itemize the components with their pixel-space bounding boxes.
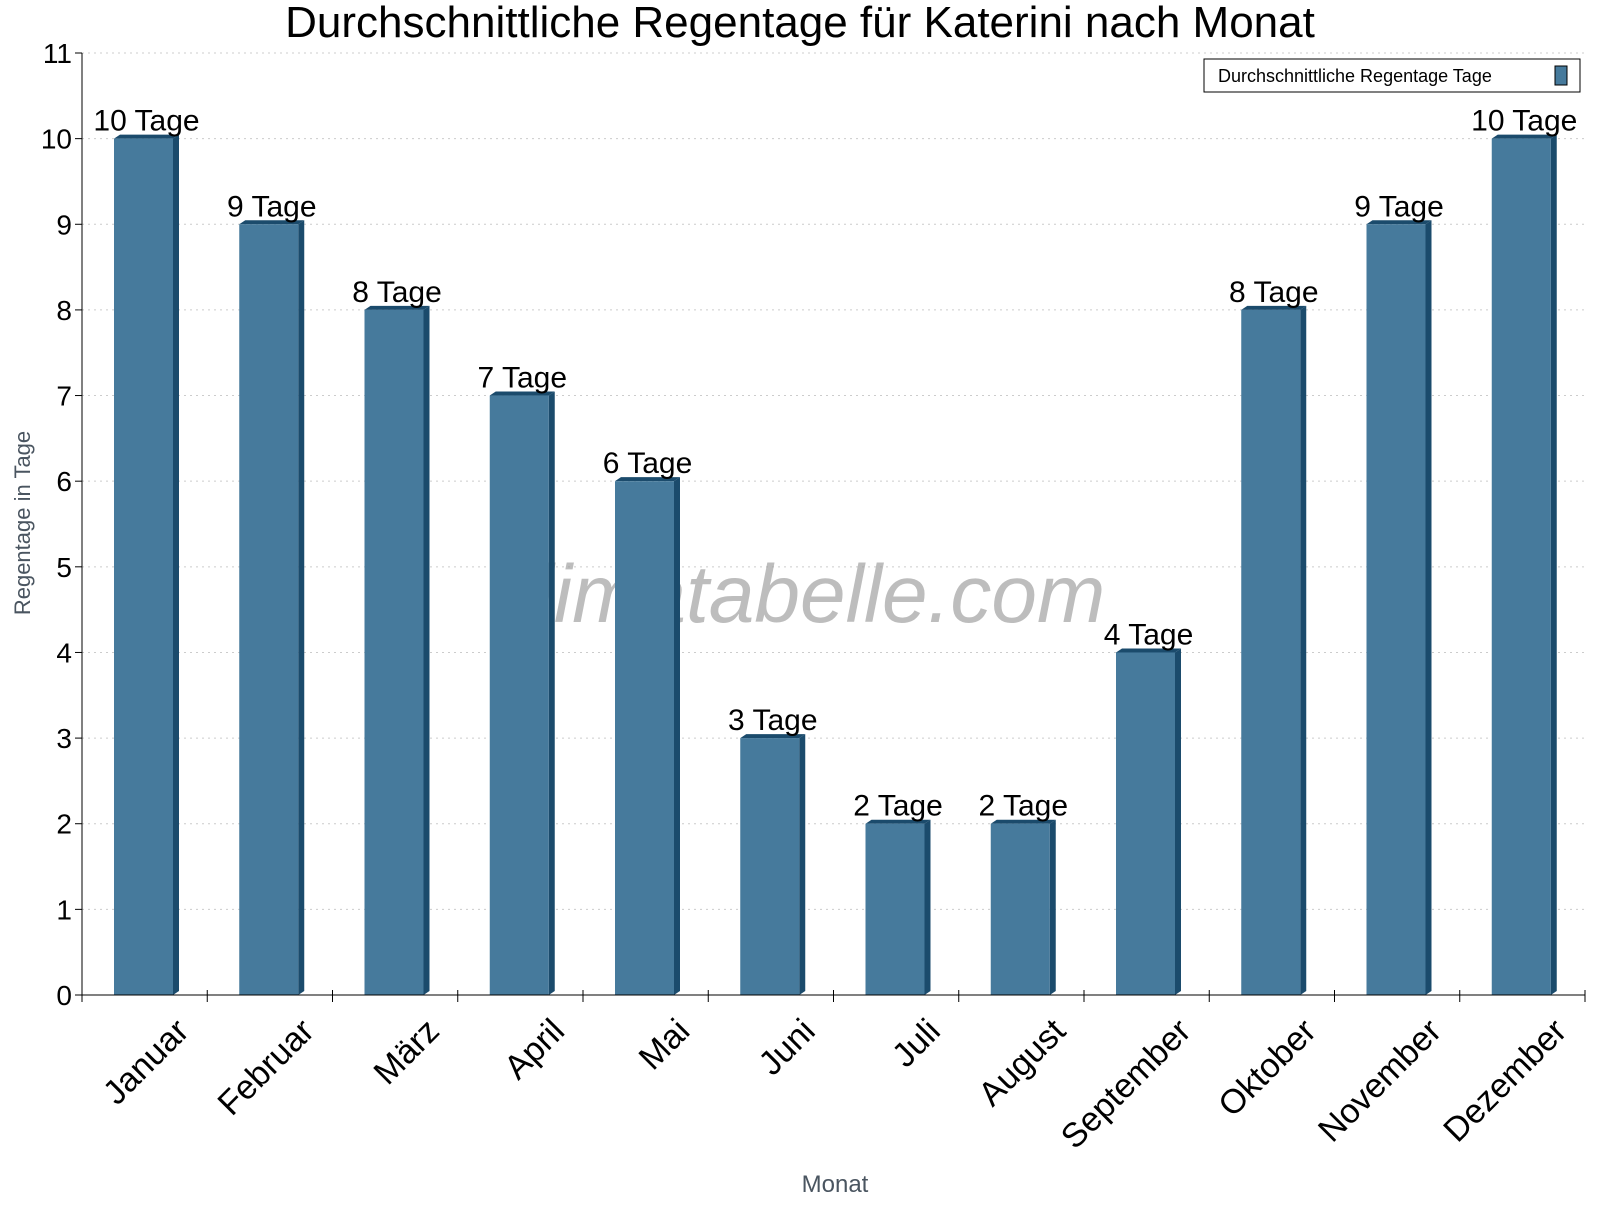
- bar-top: [865, 819, 931, 824]
- data-label: 6 Tage: [603, 447, 693, 480]
- bar: [1366, 224, 1426, 996]
- x-tick-label: März: [367, 1012, 447, 1092]
- bar: [740, 738, 800, 995]
- y-tick-label: 3: [56, 723, 72, 754]
- bar-top: [990, 819, 1056, 824]
- x-tick-label: Juli: [885, 1012, 948, 1075]
- y-tick-label: 2: [56, 809, 72, 840]
- data-label: 7 Tage: [477, 362, 567, 395]
- y-tick-label: 9: [56, 209, 72, 240]
- data-label: 4 Tage: [1104, 618, 1194, 651]
- bar: [615, 481, 674, 995]
- bar-side: [674, 477, 680, 995]
- x-tick-label: August: [971, 1011, 1073, 1113]
- bar-top: [1116, 648, 1181, 653]
- legend-label: Durchschnittliche Regentage Tage: [1218, 66, 1492, 86]
- bar-top: [740, 734, 806, 739]
- y-tick-label: 7: [56, 381, 72, 412]
- y-tick-label: 10: [41, 124, 72, 155]
- legend[interactable]: Durchschnittliche Regentage Tage: [1203, 58, 1581, 93]
- x-tick-label: Oktober: [1211, 1012, 1323, 1124]
- bar-top: [615, 477, 680, 482]
- x-tick-label: September: [1054, 1012, 1198, 1156]
- bar-top: [1491, 134, 1557, 139]
- bar-top: [114, 134, 179, 139]
- data-label: 10 Tage: [1471, 105, 1577, 138]
- bar: [1241, 309, 1301, 996]
- y-tick-label: 1: [56, 894, 72, 925]
- x-tick-label: Mai: [632, 1012, 698, 1078]
- bar: [865, 823, 925, 995]
- bar-side: [548, 391, 555, 996]
- bar-side: [924, 819, 931, 995]
- bar: [114, 138, 173, 996]
- y-tick-label: 6: [56, 466, 72, 497]
- x-axis-label: Monat: [802, 1171, 869, 1198]
- bar-side: [173, 134, 179, 996]
- bar-top: [1366, 220, 1432, 225]
- bar-side: [799, 734, 806, 995]
- data-label: 2 Tage: [978, 790, 1068, 823]
- bar: [990, 823, 1050, 995]
- x-tick-label: Dezember: [1436, 1012, 1574, 1150]
- data-label: 3 Tage: [728, 704, 818, 737]
- bars: 10 Tage 9 Tage 8 Tage 7 Tage 6 Tage 3 Tage 2 T…: [93, 105, 1577, 996]
- bar-side: [1049, 819, 1056, 995]
- data-label: 8 Tage: [352, 276, 442, 309]
- y-tick-label: 11: [43, 38, 72, 69]
- bar: [489, 395, 549, 996]
- legend-swatch: [1554, 65, 1568, 86]
- bar-top: [489, 391, 555, 396]
- y-tick-label: 4: [56, 637, 72, 668]
- bar: [1116, 652, 1175, 995]
- grid-lines: [82, 52, 1585, 910]
- bar-side: [1175, 648, 1181, 995]
- data-label: 8 Tage: [1229, 276, 1319, 309]
- x-tick-label: Februar: [211, 1012, 322, 1123]
- x-tick-label: Juni: [752, 1012, 823, 1083]
- y-axis-label: Regentage in Tage: [10, 431, 35, 615]
- data-label: 9 Tage: [1354, 190, 1444, 223]
- x-tick-label: November: [1311, 1012, 1449, 1150]
- bar-side: [423, 305, 430, 996]
- data-label: 9 Tage: [227, 190, 317, 223]
- bar-side: [1300, 305, 1307, 996]
- y-tick-label: 0: [56, 980, 72, 1011]
- bar-top: [364, 305, 430, 310]
- y-tick-label: 8: [56, 295, 72, 326]
- chart-title: Durchschnittliche Regentage für Katerini…: [285, 0, 1315, 47]
- bar: [364, 309, 424, 996]
- x-tick-label: April: [497, 1012, 572, 1087]
- bar-side: [1550, 134, 1557, 996]
- legend-box: [1203, 58, 1581, 93]
- bar-top: [239, 220, 305, 225]
- x-tick-label: Januar: [96, 1012, 196, 1112]
- data-label: 10 Tage: [93, 105, 199, 138]
- bar-top: [1241, 305, 1307, 310]
- watermark: klimatabelle.com: [495, 549, 1106, 640]
- bar-side: [1425, 220, 1432, 996]
- bar: [239, 224, 299, 996]
- data-label: 2 Tage: [853, 790, 943, 823]
- y-tick-label: 5: [56, 552, 72, 583]
- bar: [1491, 138, 1551, 996]
- bar-side: [298, 220, 305, 996]
